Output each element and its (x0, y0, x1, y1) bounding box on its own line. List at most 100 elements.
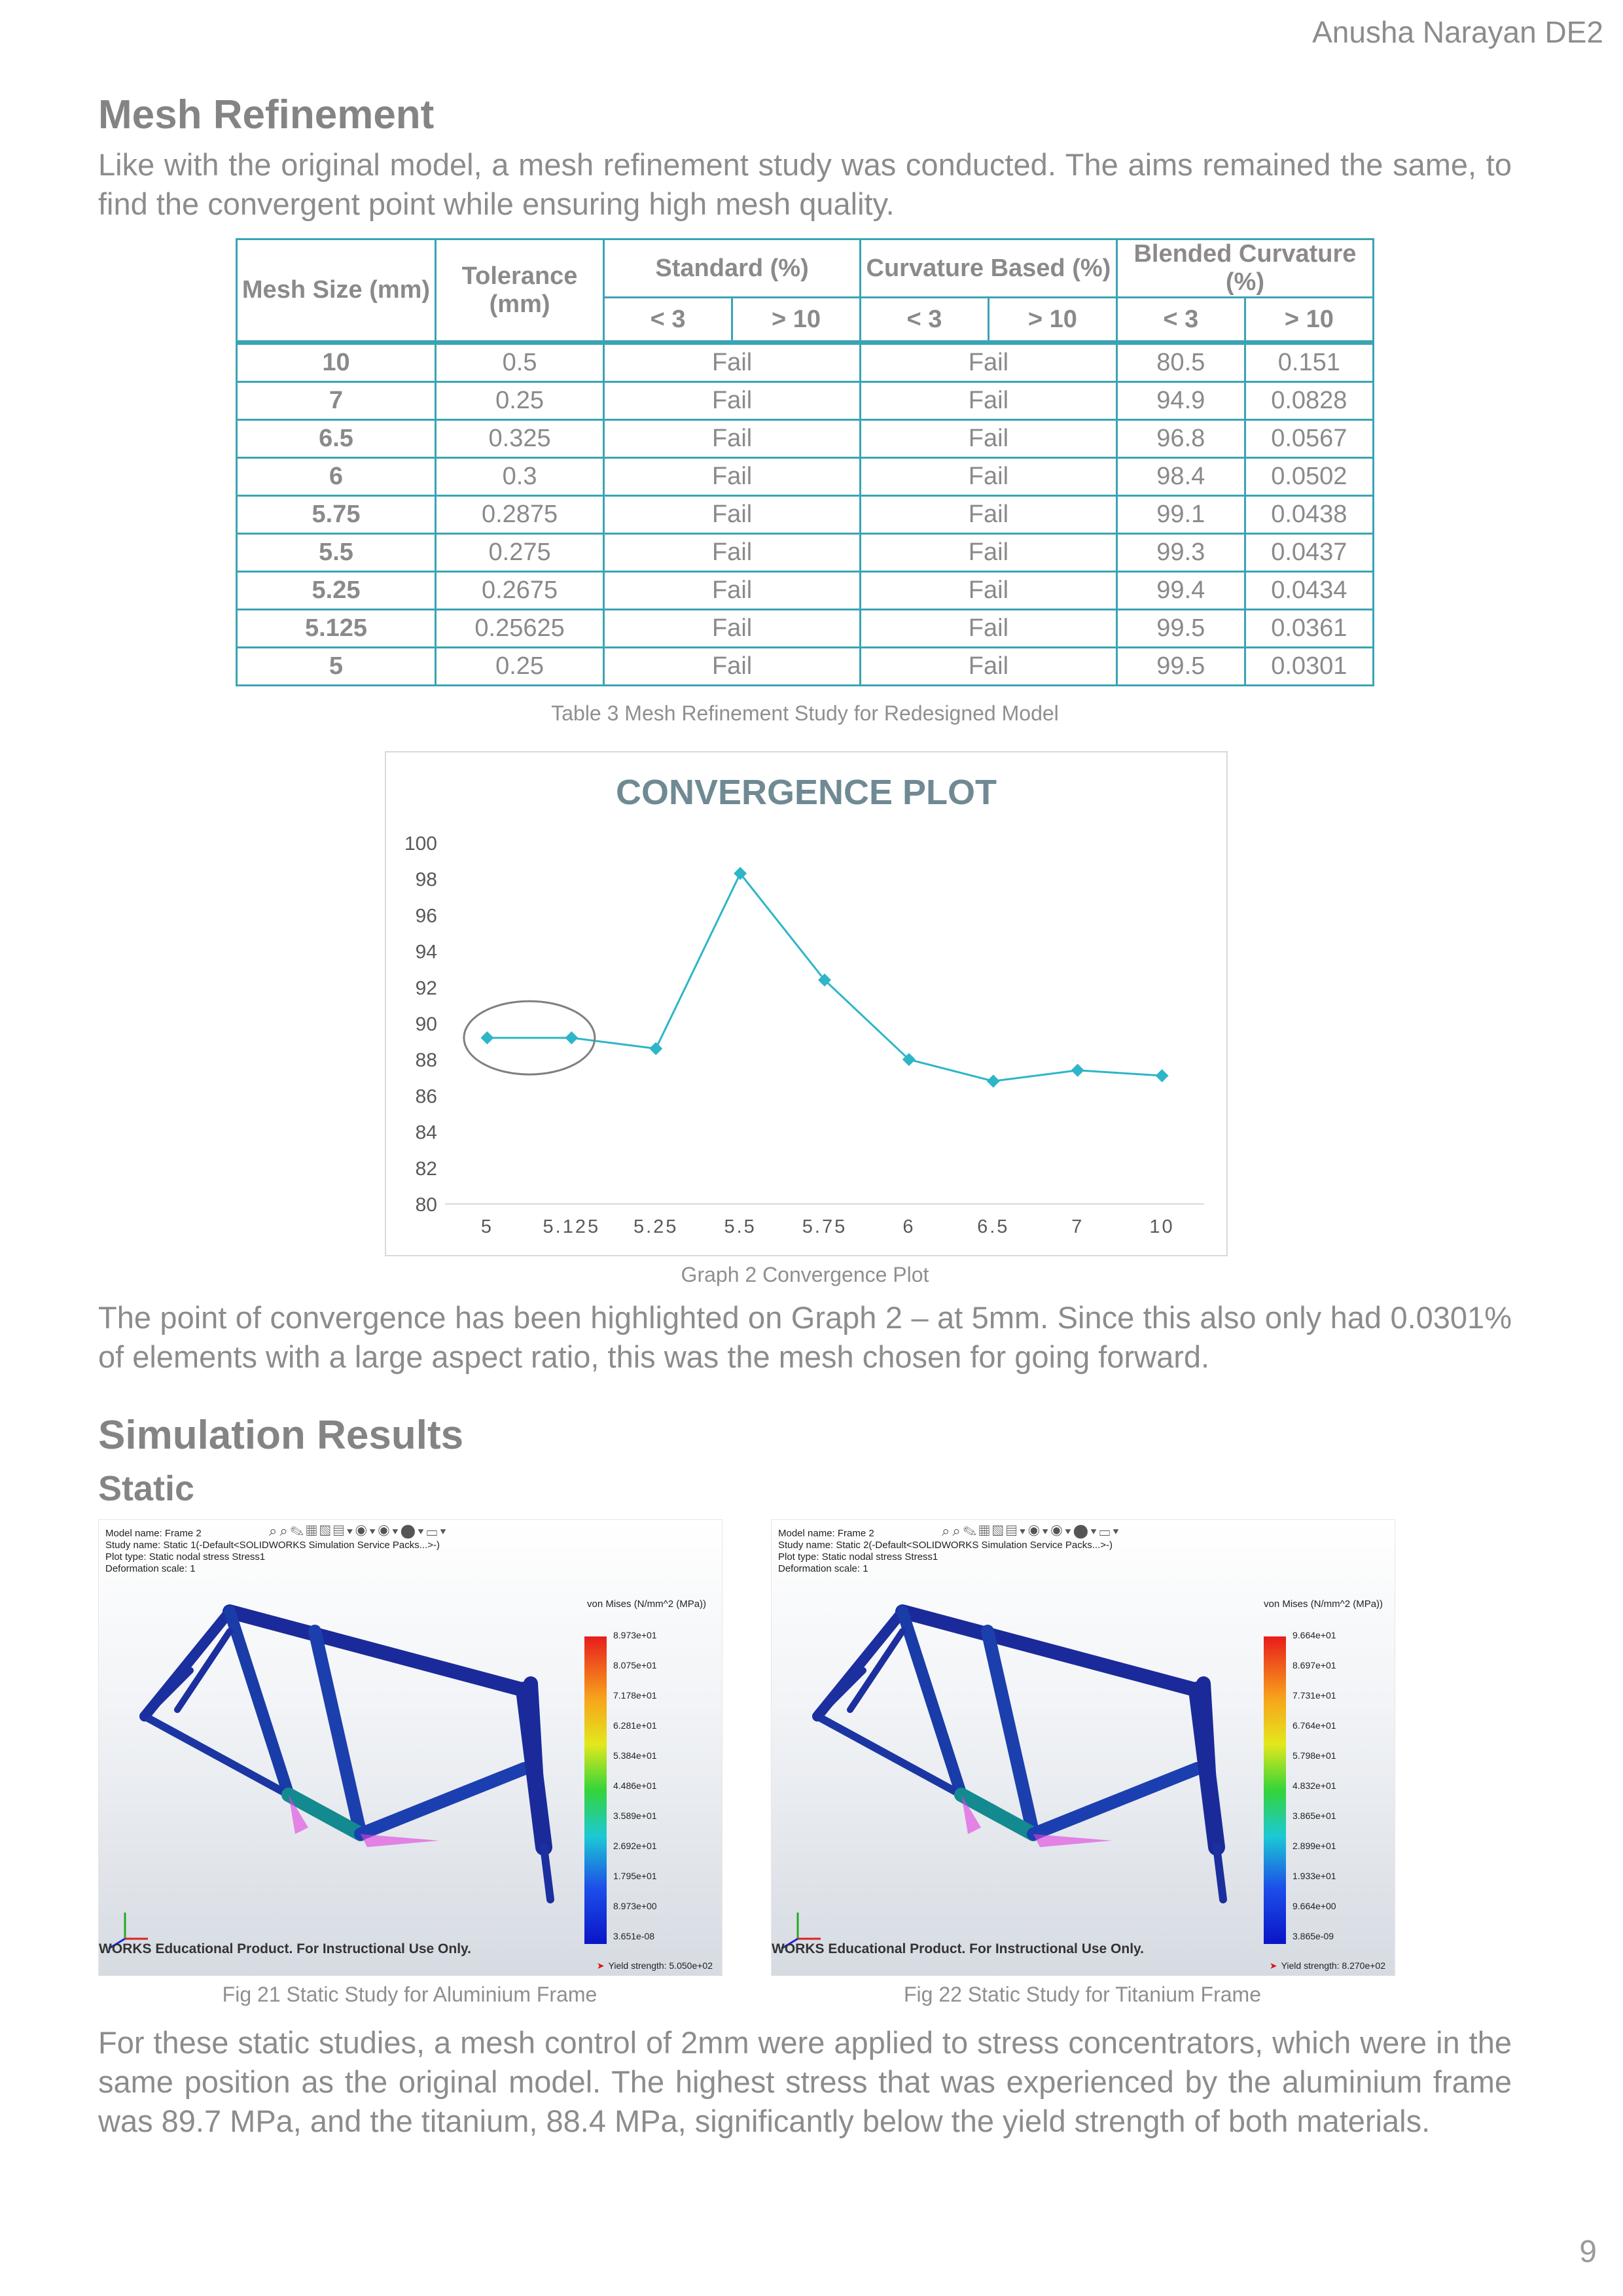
y-tick-label: 80 (416, 1194, 437, 1216)
blended-gt10-cell: 0.0828 (1243, 381, 1375, 421)
sub-gt10: > 10 (1243, 296, 1375, 344)
simulation-results-heading: Simulation Results (98, 1413, 464, 1458)
sim-info-line: Study name: Static 2(-Default<SOLIDWORKS… (778, 1540, 1113, 1551)
yield-strength-label: Yield strength: 5.050e+02 (597, 1960, 713, 1971)
sim-info: Model name: Frame 2 Study name: Static 1(… (105, 1528, 440, 1575)
frame-tube (524, 1676, 544, 1802)
educational-watermark: WORKS Educational Product. For Instructi… (772, 1941, 1144, 1956)
tolerance-cell: 0.275 (434, 533, 605, 573)
frame-tube (141, 1712, 293, 1799)
chart-plot-area: 80 82 84 86 88 90 92 94 96 98 100 5 5.125 5.25 5.5 5.75… (404, 833, 1204, 1237)
blended-lt3-cell: 96.8 (1115, 419, 1246, 459)
table-row: 6.5 0.325 Fail Fail 96.8 0.0567 (236, 419, 1375, 459)
legend-title: von Mises (N/mm^2 (MPa)) (587, 1598, 707, 1610)
frame-tube (141, 1667, 194, 1720)
tolerance-cell: 0.2675 (434, 571, 605, 610)
tolerance-cell: 0.5 (434, 340, 605, 383)
color-scale-tick: 3.589e+01 (613, 1810, 657, 1821)
color-scale-tick: 5.384e+01 (613, 1750, 657, 1761)
x-tick-label: 5.125 (543, 1216, 601, 1237)
curvature-cell: Fail (859, 340, 1118, 383)
data-point (480, 1031, 494, 1045)
group-standard: Standard (%) (603, 238, 861, 298)
standard-cell: Fail (603, 381, 861, 421)
blended-lt3-cell: 80.5 (1115, 340, 1246, 383)
y-tick-label: 86 (416, 1086, 437, 1107)
curvature-cell: Fail (859, 457, 1118, 497)
table-caption: Table 3 Mesh Refinement Study for Redesi… (551, 701, 1059, 725)
x-tick-label: 5 (481, 1216, 493, 1237)
sim-info-line: Model name: Frame 2 (105, 1528, 202, 1539)
color-scale-tick: 8.075e+01 (613, 1660, 657, 1670)
table-row: 5.125 0.25625 Fail Fail 99.5 0.0361 (236, 609, 1375, 648)
load-arrows (361, 1834, 439, 1847)
blended-lt3-cell: 99.5 (1115, 646, 1246, 686)
sub-gt10: > 10 (987, 296, 1118, 344)
blended-lt3-cell: 99.4 (1115, 571, 1246, 610)
mesh-refinement-table: Mesh Size (mm) Tolerance (mm) Standard (… (236, 238, 1375, 686)
color-scale-tick: 1.933e+01 (1293, 1871, 1336, 1881)
sim-info-line: Deformation scale: 1 (778, 1563, 868, 1574)
curvature-cell: Fail (859, 646, 1118, 686)
y-tick-label: 82 (416, 1158, 437, 1180)
color-scale-tick: 2.692e+01 (613, 1841, 657, 1851)
color-scale-tick: 8.697e+01 (1293, 1660, 1336, 1670)
mesh-size-cell: 6.5 (236, 419, 437, 459)
sim-toolbar-icons: ⌕⌕✎▦▧▤▾◉▾◉▾⬤▾▭▾ (942, 1523, 1122, 1539)
curvature-cell: Fail (859, 533, 1118, 573)
sim-info-line: Plot type: Static nodal stress Stress1 (105, 1551, 266, 1563)
frame-tube (897, 1606, 967, 1801)
curvature-cell: Fail (859, 381, 1118, 421)
color-scale-tick: 4.832e+01 (1293, 1780, 1336, 1791)
load-arrows (289, 1795, 308, 1834)
educational-watermark: WORKS Educational Product. For Instructi… (99, 1941, 471, 1956)
convergence-chart: CONVERGENCE PLOT 80 82 84 86 88 90 92 94 96 98 100… (385, 751, 1228, 1256)
color-scale-tick: 7.731e+01 (1293, 1690, 1336, 1701)
color-scale-tick: 1.795e+01 (613, 1871, 657, 1881)
frame-tube (174, 1628, 233, 1713)
frame-tube (981, 1625, 1040, 1841)
table-row: 5.75 0.2875 Fail Fail 99.1 0.0438 (236, 495, 1375, 535)
data-point (649, 1042, 663, 1055)
curvature-cell: Fail (859, 609, 1118, 648)
sim-toolbar-icons: ⌕⌕✎▦▧▤▾◉▾◉▾⬤▾▭▾ (269, 1523, 449, 1539)
x-tick-label: 6.5 (977, 1216, 1009, 1237)
color-scale-tick: 8.973e+00 (613, 1901, 657, 1911)
sub-lt3: < 3 (859, 296, 990, 344)
sim-info: Model name: Frame 2 Study name: Static 2(… (778, 1528, 1113, 1575)
bike-frame-render (781, 1604, 1227, 1950)
y-tick-label: 90 (416, 1014, 437, 1035)
mesh-size-cell: 10 (236, 340, 437, 383)
data-point (902, 1053, 916, 1067)
aluminium-simulation-image: Model name: Frame 2 Study name: Static 1(… (98, 1519, 722, 1976)
mesh-size-cell: 5.125 (236, 609, 437, 648)
sub-gt10: > 10 (731, 296, 861, 344)
blended-lt3-cell: 99.3 (1115, 533, 1246, 573)
mesh-size-cell: 5.25 (236, 571, 437, 610)
data-point (1071, 1063, 1084, 1077)
color-scale-bar (1264, 1636, 1286, 1944)
convergence-paragraph: The point of convergence has been highli… (98, 1300, 1512, 1374)
x-tick-label: 10 (1149, 1216, 1174, 1237)
blended-gt10-cell: 0.0502 (1243, 457, 1375, 497)
mesh-size-cell: 5.5 (236, 533, 437, 573)
color-scale-tick: 7.178e+01 (613, 1690, 657, 1701)
chart-title: CONVERGENCE PLOT (615, 773, 997, 812)
color-scale-tick: 9.664e+01 (1293, 1630, 1336, 1640)
curvature-cell: Fail (859, 571, 1118, 610)
y-tick-label: 94 (416, 942, 437, 963)
mesh-size-cell: 6 (236, 457, 437, 497)
blended-lt3-cell: 94.9 (1115, 381, 1246, 421)
frame-tube (954, 1788, 1041, 1841)
frame-tube (281, 1788, 368, 1841)
blended-gt10-cell: 0.151 (1243, 340, 1375, 383)
axis-triad-icon (781, 1913, 821, 1950)
group-curvature: Curvature Based (%) (859, 238, 1118, 298)
standard-cell: Fail (603, 609, 861, 648)
x-tick-label: 6 (902, 1216, 915, 1237)
y-tick-label: 100 (404, 833, 437, 855)
color-scale-tick: 2.899e+01 (1293, 1841, 1336, 1851)
color-scale-tick: 6.281e+01 (613, 1720, 657, 1731)
tolerance-cell: 0.25625 (434, 609, 605, 648)
color-scale-tick: 8.973e+01 (613, 1630, 657, 1640)
